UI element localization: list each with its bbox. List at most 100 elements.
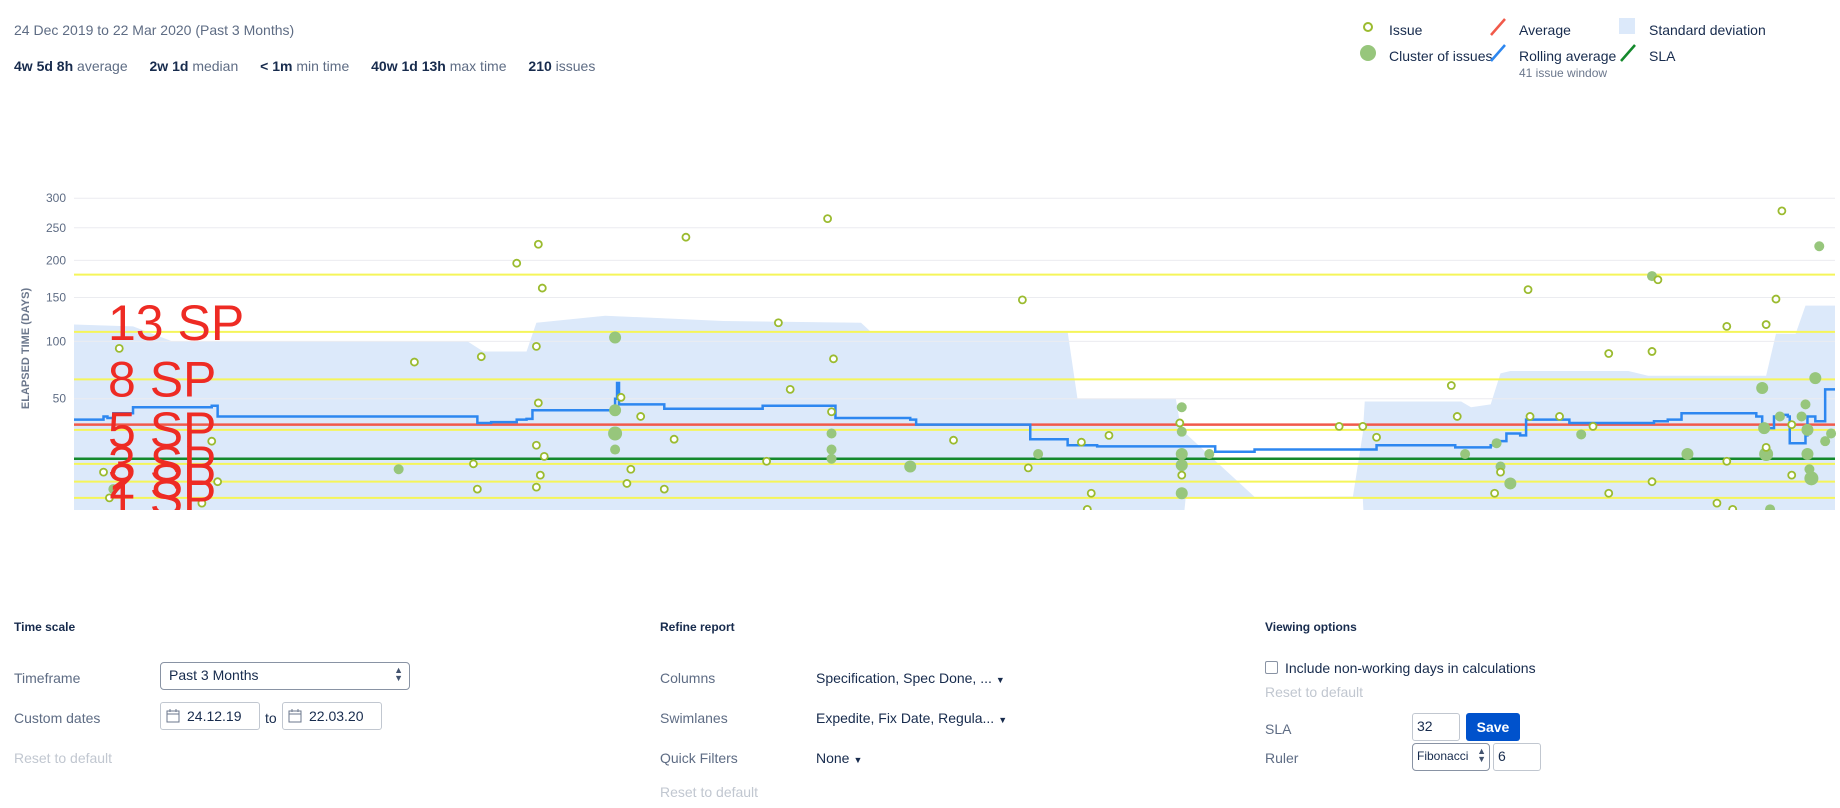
issue-point bbox=[636, 412, 646, 421]
y-tick-label: 100 bbox=[46, 334, 66, 348]
issue-point bbox=[1177, 470, 1187, 480]
issue-point bbox=[1787, 420, 1797, 430]
cluster-point bbox=[1765, 504, 1776, 510]
cluster-point bbox=[1804, 471, 1819, 486]
sla-line-icon bbox=[1620, 44, 1636, 62]
swimlanes-value: Expedite, Fix Date, Regula... bbox=[816, 710, 995, 726]
y-axis-title: ELAPSED TIME (DAYS) bbox=[20, 288, 32, 410]
ruler-label: Ruler bbox=[1265, 750, 1299, 766]
cluster-point bbox=[1576, 429, 1587, 440]
issue-point bbox=[1555, 412, 1564, 421]
cluster-point bbox=[1800, 399, 1811, 410]
cluster-point bbox=[1756, 382, 1769, 395]
to-date-input[interactable]: 22.03.20 bbox=[282, 702, 382, 730]
calendar-icon bbox=[166, 709, 180, 723]
issue-point bbox=[1525, 412, 1535, 421]
issue-point bbox=[533, 239, 543, 249]
ruler-type-select[interactable]: Fibonacci ▲ ▼ bbox=[1412, 743, 1490, 771]
cluster-point bbox=[1814, 241, 1825, 252]
y-tick-label: 50 bbox=[53, 392, 67, 406]
issue-point bbox=[829, 354, 838, 364]
stat-median: 2w 1d median bbox=[149, 58, 239, 74]
issue-point bbox=[1017, 295, 1027, 305]
sla-label: SLA bbox=[1265, 721, 1292, 737]
cluster-point bbox=[1033, 449, 1044, 460]
issue-point bbox=[1647, 347, 1657, 356]
issue-point bbox=[681, 232, 691, 242]
quick-filters-label: Quick Filters bbox=[660, 750, 738, 766]
issue-point bbox=[1653, 275, 1663, 285]
cluster-point bbox=[1204, 449, 1215, 460]
stat-average: 4w 5d 8h average bbox=[14, 58, 128, 74]
issue-point bbox=[1761, 442, 1771, 452]
issue-point bbox=[531, 440, 541, 450]
cluster-point bbox=[1774, 411, 1785, 422]
issue-point bbox=[1523, 285, 1533, 295]
issue-point bbox=[1452, 412, 1462, 421]
issue-point bbox=[1104, 430, 1114, 440]
issue-point bbox=[197, 498, 207, 508]
issue-point bbox=[1771, 294, 1781, 304]
cluster-point bbox=[1759, 447, 1774, 462]
cluster-point bbox=[1504, 477, 1517, 490]
columns-dropdown[interactable]: Specification, Spec Done, ... ▼ bbox=[816, 670, 1005, 686]
issue-point bbox=[659, 484, 669, 494]
viewing-title: Viewing options bbox=[1265, 620, 1357, 634]
cluster-point bbox=[1175, 448, 1188, 461]
legend-rolling-window: 41 issue window bbox=[1519, 66, 1608, 80]
y-tick-label: 250 bbox=[46, 221, 66, 235]
issue-point bbox=[512, 258, 522, 268]
caret-down-icon: ▼ bbox=[995, 675, 1005, 685]
issue-point bbox=[533, 398, 543, 408]
issue-point bbox=[1712, 498, 1722, 508]
select-arrows-icon: ▲ ▼ bbox=[1477, 746, 1486, 764]
cluster-point bbox=[1681, 448, 1694, 461]
story-point-annotation: 2 SP bbox=[108, 454, 216, 510]
control-chart[interactable]: 05010015020025030029 Dec 201905 Jan 2020… bbox=[0, 90, 1840, 510]
y-tick-label: 300 bbox=[46, 191, 66, 205]
cluster-point bbox=[608, 426, 623, 441]
stat-issues: 210 issues bbox=[528, 58, 596, 74]
issue-point bbox=[616, 392, 626, 402]
cluster-point bbox=[1176, 402, 1187, 413]
nonworking-days-label: Include non-working days in calculations bbox=[1285, 660, 1536, 676]
issue-point bbox=[827, 407, 836, 417]
ruler-type-value: Fibonacci bbox=[1417, 749, 1469, 763]
date-range: 24 Dec 2019 to 22 Mar 2020 (Past 3 Month… bbox=[14, 22, 295, 38]
cluster-point bbox=[609, 331, 622, 344]
issue-point bbox=[1496, 467, 1505, 477]
cluster-point bbox=[1758, 422, 1771, 435]
issue-point bbox=[774, 318, 783, 328]
issue-point bbox=[1490, 488, 1500, 498]
cluster-point bbox=[904, 460, 917, 473]
quick-filters-dropdown[interactable]: None ▼ bbox=[816, 750, 862, 766]
issue-point bbox=[469, 459, 478, 469]
viewing-reset-link[interactable]: Reset to default bbox=[1265, 684, 1364, 700]
story-point-annotation: 5 SP bbox=[108, 402, 216, 458]
ruler-value-input[interactable]: 6 bbox=[1493, 743, 1541, 771]
timeframe-select[interactable]: Past 3 Months ▲ ▼ bbox=[160, 662, 410, 690]
story-point-annotation: 8 SP bbox=[108, 351, 216, 407]
swimlanes-dropdown[interactable]: Expedite, Fix Date, Regula... ▼ bbox=[816, 710, 1007, 726]
cluster-point bbox=[1809, 372, 1822, 385]
cluster-point bbox=[826, 444, 837, 455]
issue-point bbox=[537, 283, 547, 293]
timeframe-label: Timeframe bbox=[14, 670, 81, 686]
from-date-input[interactable]: 24.12.19 bbox=[160, 702, 260, 730]
issue-point bbox=[207, 436, 217, 446]
nonworking-days-checkbox[interactable] bbox=[1265, 661, 1278, 674]
cluster-point bbox=[1820, 436, 1831, 447]
sla-input[interactable]: 32 bbox=[1412, 713, 1460, 741]
story-point-annotation: 1 SP bbox=[108, 470, 216, 510]
refine-reset-link[interactable]: Reset to default bbox=[660, 784, 759, 800]
timescale-reset-link[interactable]: Reset to default bbox=[14, 750, 113, 766]
issue-point bbox=[114, 343, 124, 353]
cluster-point bbox=[826, 453, 837, 464]
issue-point bbox=[1777, 206, 1787, 216]
save-button[interactable]: Save bbox=[1466, 713, 1520, 741]
summary-stats: 4w 5d 8h average 2w 1d median < 1m min t… bbox=[14, 58, 613, 74]
refine-title: Refine report bbox=[660, 620, 735, 634]
issue-point bbox=[622, 479, 632, 488]
issue-point bbox=[1728, 504, 1738, 510]
issue-point bbox=[1722, 456, 1732, 466]
